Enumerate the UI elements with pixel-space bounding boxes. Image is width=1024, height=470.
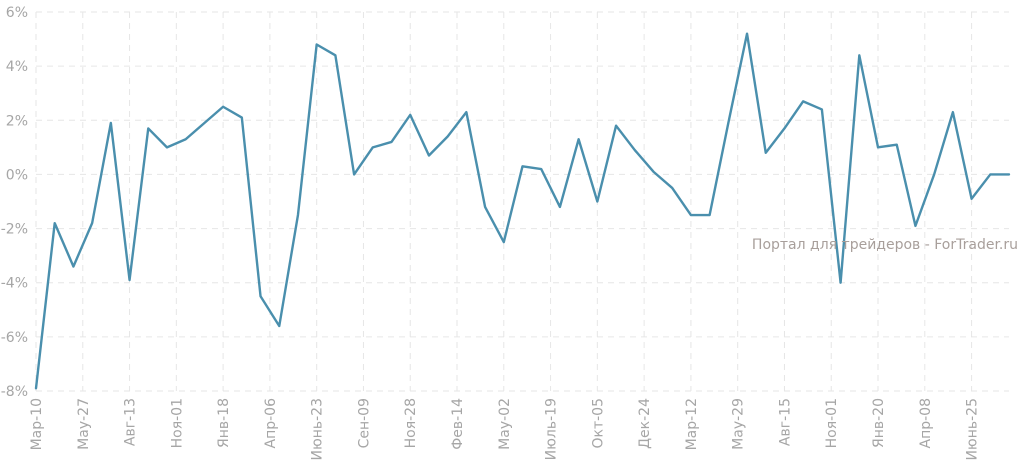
x-tick-label: Июль-19 (544, 398, 560, 460)
y-tick-label: -2% (1, 222, 28, 238)
x-tick-label: Ноя-01 (824, 398, 840, 448)
x-tick-label: Авг-13 (123, 398, 139, 446)
x-tick-label: Мар-12 (684, 398, 700, 450)
y-tick-label: -4% (1, 276, 28, 292)
x-tick-label: Фев-14 (450, 398, 466, 450)
x-tick-label: Сен-09 (356, 398, 372, 448)
y-tick-label: 0% (6, 167, 28, 183)
x-tick-label: Июнь-25 (965, 398, 981, 461)
x-tick-label: Мау-02 (497, 398, 513, 450)
x-axis: Мар-10 Мау-27 Авг-13 Ноя-01 Янв-18 Апр-06 Июнь… (29, 398, 981, 461)
y-tick-label: 4% (6, 59, 28, 75)
y-tick-label: -6% (1, 330, 28, 346)
x-tick-label: Мар-10 (29, 398, 45, 450)
x-tick-label: Окт-05 (590, 398, 606, 449)
x-tick-label: Апр-06 (263, 398, 279, 449)
x-tick-label: Апр-08 (918, 398, 934, 448)
series-line (34, 32, 1011, 390)
x-tick-label: Дек-24 (637, 398, 653, 449)
x-tick-label: Янв-18 (216, 398, 232, 448)
x-tick-label: Июнь-23 (310, 398, 326, 461)
watermark-text: Портал для трейдеров - ForTrader.ru (752, 237, 1018, 253)
y-axis: 6% 4% 2% 0% -2% -4% -6% -8% (1, 5, 28, 400)
x-tick-label: Мау-29 (731, 398, 747, 450)
y-tick-label: 2% (6, 113, 28, 129)
y-tick-label: -8% (1, 384, 28, 400)
x-tick-label: Янв-20 (871, 398, 887, 448)
x-tick-label: Ноя-28 (403, 398, 419, 448)
x-tick-label: Мау-27 (76, 398, 92, 450)
y-tick-label: 6% (6, 5, 28, 21)
x-tick-label: Ноя-01 (169, 398, 185, 448)
x-tick-label: Авг-15 (777, 398, 793, 446)
